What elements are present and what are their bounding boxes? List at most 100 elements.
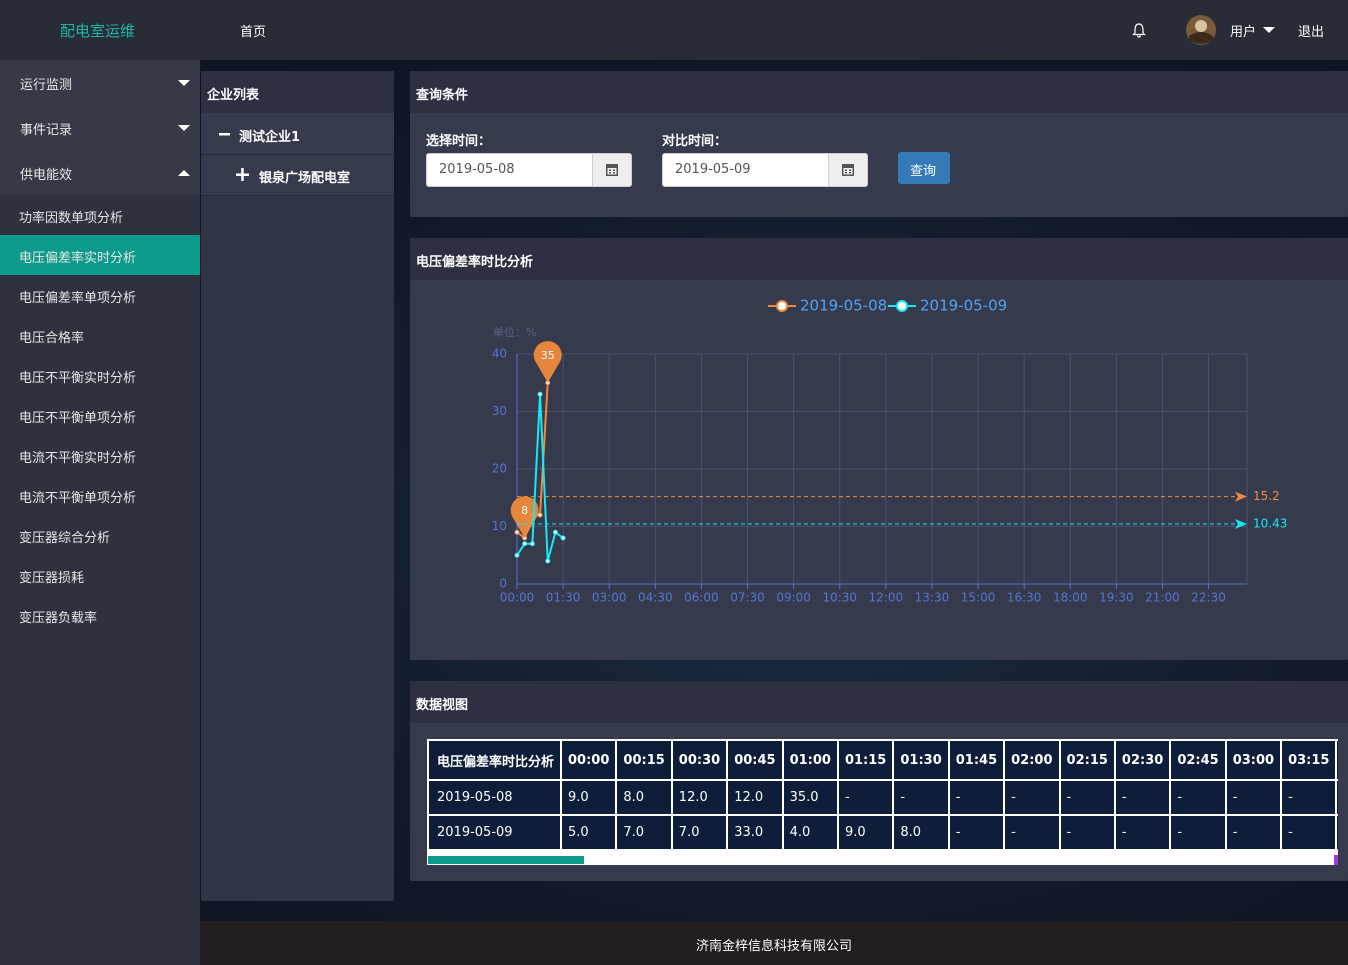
table-cell: - — [1004, 815, 1059, 850]
table-cell: - — [1004, 780, 1059, 815]
footer-text: 济南金梓信息科技有限公司 — [200, 935, 1348, 954]
menu-item[interactable]: 功率因数单项分析 — [0, 195, 200, 235]
table-cell: 33.0 — [727, 815, 782, 850]
field-label: 选择时间： — [426, 130, 491, 149]
query-panel: 查询条件 选择时间： 2019-05-08 对比时间： 2019-05-09 查… — [410, 71, 1348, 217]
calendar-button[interactable] — [592, 154, 631, 186]
panel-header: 电压偏差率时比分析 — [410, 238, 1348, 280]
menu-item-label: 电压合格率 — [19, 327, 84, 346]
table-cell: 8.0 — [893, 815, 948, 850]
column-header: 00:30 — [672, 740, 727, 780]
column-header: 03:00 — [1226, 740, 1281, 780]
table-cell: - — [1336, 780, 1338, 815]
date-value: 2019-05-09 — [675, 162, 751, 177]
menu-item[interactable]: 电压偏差率单项分析 — [0, 275, 200, 315]
table-cell: - — [838, 780, 893, 815]
caret — [178, 169, 190, 177]
field-label: 对比时间： — [662, 130, 727, 149]
tree-panel: 企业列表 测试企业1 银泉广场配电室 — [201, 71, 394, 901]
sidebar: 运行监测事件记录供电能效功率因数单项分析电压偏差率实时分析电压偏差率单项分析电压… — [0, 60, 200, 965]
table-cell: 2019-05-09 — [428, 815, 561, 850]
menu-group[interactable]: 运行监测 — [0, 60, 200, 105]
data-table: 电压偏差率时比分析00:0000:1500:3000:4501:0001:150… — [427, 739, 1338, 851]
menu-group-label: 供电能效 — [20, 164, 72, 183]
scroll-thumb[interactable] — [428, 856, 584, 864]
bell-icon[interactable] — [1131, 22, 1147, 38]
table-cell: 4.0 — [783, 815, 838, 850]
brand[interactable]: 配电室运维 — [60, 20, 135, 41]
panel-title: 数据视图 — [416, 694, 468, 713]
table-row: 2019-05-095.07.07.033.04.09.08.0-------- — [428, 815, 1338, 850]
menu-item[interactable]: 电压偏差率实时分析 — [0, 235, 200, 275]
menu-item-label: 电压偏差率实时分析 — [19, 247, 136, 266]
date-input[interactable]: 2019-05-09 — [662, 153, 868, 187]
table-cell: 8.0 — [616, 780, 671, 815]
menu-item-label: 电流不平衡单项分析 — [19, 487, 136, 506]
room-name: 银泉广场配电室 — [259, 167, 350, 186]
table-cell: - — [1170, 815, 1225, 850]
caret — [178, 124, 190, 132]
calendar-icon — [829, 154, 867, 186]
table-cell: - — [1336, 815, 1338, 850]
table-cell: 2019-05-08 — [428, 780, 561, 815]
table-cell: 9.0 — [838, 815, 893, 850]
menu-item[interactable]: 电压不平衡单项分析 — [0, 395, 200, 435]
expand-icon — [236, 168, 250, 182]
column-header: 02:45 — [1170, 740, 1225, 780]
column-header: 01:00 — [783, 740, 838, 780]
scrollbar[interactable] — [427, 855, 1338, 865]
menu-item[interactable]: 变压器损耗 — [0, 555, 200, 595]
panel-header: 数据视图 — [410, 681, 1348, 723]
menu-item[interactable]: 电压不平衡实时分析 — [0, 355, 200, 395]
table-cell: 9.0 — [561, 780, 616, 815]
table-cell: - — [949, 780, 1004, 815]
column-header: 02:30 — [1115, 740, 1170, 780]
table-cell: - — [1226, 780, 1281, 815]
column-header: 00:00 — [561, 740, 616, 780]
company-name: 测试企业1 — [239, 126, 300, 145]
button-label: 查询 — [910, 160, 936, 179]
caret — [1263, 26, 1275, 34]
avatar[interactable] — [1185, 14, 1217, 46]
tree-node[interactable]: 测试企业1 — [201, 113, 394, 155]
column-header: 03:30 — [1336, 740, 1338, 780]
menu-item[interactable]: 变压器负载率 — [0, 595, 200, 635]
menu-item[interactable]: 电流不平衡实时分析 — [0, 435, 200, 475]
user-menu[interactable]: 用户 — [1230, 21, 1256, 40]
panel-header: 企业列表 — [201, 71, 394, 113]
column-header: 01:30 — [893, 740, 948, 780]
column-header: 02:00 — [1004, 740, 1059, 780]
calendar-icon — [593, 154, 631, 186]
table-cell: 7.0 — [672, 815, 727, 850]
query-button[interactable]: 查询 — [898, 152, 950, 184]
date-input[interactable]: 2019-05-08 — [426, 153, 632, 187]
panel-title: 企业列表 — [207, 84, 259, 103]
column-header: 01:15 — [838, 740, 893, 780]
header: 配电室运维 首页 用户 退出 — [0, 0, 1348, 60]
logout[interactable]: 退出 — [1298, 21, 1324, 40]
nav-home[interactable]: 首页 — [240, 21, 266, 40]
menu-item[interactable]: 电流不平衡单项分析 — [0, 475, 200, 515]
table-cell: 5.0 — [561, 815, 616, 850]
menu-item-label: 电流不平衡实时分析 — [19, 447, 136, 466]
header-row: 电压偏差率时比分析00:0000:1500:3000:4501:0001:150… — [428, 740, 1338, 780]
scroll-end — [1334, 855, 1338, 865]
table-cell: - — [1226, 815, 1281, 850]
menu-group[interactable]: 供电能效 — [0, 150, 200, 195]
table-cell: 35.0 — [783, 780, 838, 815]
table-cell: - — [1281, 780, 1336, 815]
footer: 济南金梓信息科技有限公司 — [200, 921, 1348, 965]
table-cell: - — [1281, 815, 1336, 850]
table-cell: - — [1060, 815, 1115, 850]
column-header: 01:45 — [949, 740, 1004, 780]
menu-item[interactable]: 变压器综合分析 — [0, 515, 200, 555]
calendar-button[interactable] — [828, 154, 867, 186]
menu-group-label: 事件记录 — [20, 119, 72, 138]
column-header: 02:15 — [1060, 740, 1115, 780]
tree-node[interactable]: 银泉广场配电室 — [201, 155, 394, 196]
menu-item[interactable]: 电压合格率 — [0, 315, 200, 355]
table-scroll[interactable]: 电压偏差率时比分析00:0000:1500:3000:4501:0001:150… — [427, 739, 1338, 855]
caret — [178, 79, 190, 87]
menu-group[interactable]: 事件记录 — [0, 105, 200, 150]
